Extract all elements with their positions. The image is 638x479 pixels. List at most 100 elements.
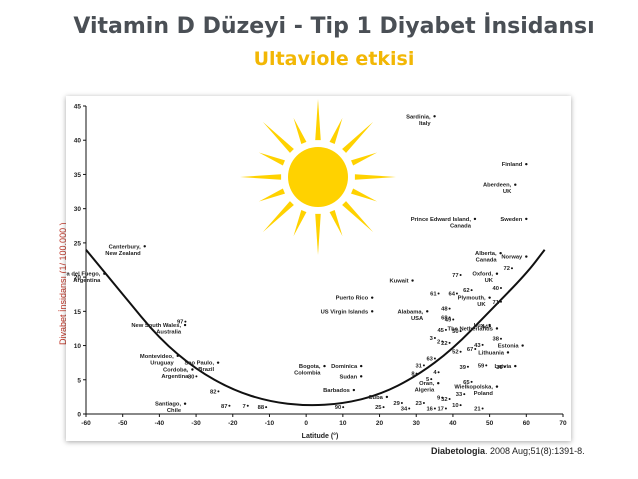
point-label-line: Finland: [502, 162, 523, 168]
numbered-point: 63: [426, 357, 436, 363]
point-marker: [183, 402, 187, 405]
point-label-line: USA: [411, 316, 424, 322]
labeled-point: Aberdeen, UK: [483, 183, 517, 196]
point-number: 8: [411, 372, 415, 378]
point-marker: [499, 287, 502, 290]
citation-details: . 2008 Aug;51(8):1391-8.: [485, 446, 585, 456]
point-marker: [463, 393, 466, 396]
sun-ray: [240, 174, 282, 180]
point-marker: [510, 267, 513, 270]
x-tick-label: 10: [339, 420, 347, 427]
sun-rays: [240, 99, 396, 255]
point-marker: [352, 388, 356, 392]
point-marker: [246, 404, 249, 407]
point-marker: [481, 343, 484, 346]
point-label: Barbados: [323, 388, 350, 394]
point-number: 43: [474, 343, 481, 349]
point-marker: [495, 385, 499, 388]
point-number: 17: [437, 407, 443, 413]
point-label: Latvia: [495, 364, 513, 370]
numbered-point: 34: [401, 407, 411, 413]
labeled-point: New South Wales, Australia: [131, 323, 187, 336]
point-label-line: Puerto Rico: [336, 296, 369, 302]
point-number: 63: [426, 357, 433, 363]
numbered-point: 97: [177, 320, 187, 326]
point-number: 5: [426, 377, 430, 383]
data-points: Sardinia, Italy Finland Aberdeen, UK Prince E…: [54, 114, 528, 414]
point-label-line: Poland: [474, 391, 494, 397]
y-tick-label: 35: [74, 172, 82, 179]
numbered-point: 43: [474, 343, 484, 349]
labeled-point: Lithuania: [478, 350, 510, 356]
sun-ray: [293, 210, 307, 237]
labeled-point: Tierra del Fuego,Argentina: [54, 272, 106, 284]
point-marker: [191, 368, 194, 371]
point-label: Cuba: [368, 395, 383, 401]
sun-ray: [262, 121, 294, 153]
point-number: 72: [504, 266, 510, 272]
point-marker: [433, 115, 436, 118]
x-tick-label: -10: [265, 420, 275, 427]
point-marker: [382, 406, 385, 409]
labeled-point: Puerto Rico: [336, 296, 374, 302]
labeled-point: Latvia: [495, 364, 517, 370]
x-tick-label: 50: [486, 420, 494, 427]
point-number: 29: [393, 401, 400, 407]
point-marker: [323, 364, 326, 368]
numbered-point: 40: [493, 286, 502, 292]
point-marker: [411, 279, 414, 282]
point-number: 34: [401, 407, 408, 413]
point-marker: [525, 162, 528, 166]
point-number: 61: [430, 292, 437, 298]
x-axis-title: Latitude (°): [302, 432, 339, 440]
numbered-point: 80: [188, 374, 198, 380]
numbered-point: 65: [463, 380, 473, 386]
x-tick-label: 70: [559, 420, 567, 427]
page-title: Vitamin D Düzeyi - Tip 1 Diyabet İnsidan…: [73, 14, 595, 39]
point-marker: [448, 316, 451, 319]
point-label: Aberdeen, UK: [483, 183, 512, 196]
labeled-point: Cuba: [368, 395, 389, 401]
point-label: Kuwait: [390, 279, 409, 285]
point-marker: [470, 380, 473, 383]
point-marker: [430, 378, 433, 381]
labeled-point: Prince Edward Island, Canada: [411, 217, 477, 229]
point-number: 36: [496, 365, 503, 371]
point-number: 33: [456, 392, 463, 398]
x-tick-label: 40: [449, 420, 457, 427]
y-tick-label: 25: [74, 240, 82, 247]
labeled-point: Barbados: [323, 388, 356, 394]
point-label-line: Santiago,: [155, 402, 181, 408]
point-marker: [217, 390, 220, 393]
x-tick-label: 30: [413, 420, 421, 427]
labeled-point: Sweden: [500, 217, 528, 223]
labeled-point: Canterbury, New Zealand: [105, 244, 146, 257]
trend-curve: [85, 249, 546, 407]
sun-ray: [351, 188, 378, 202]
point-label-line: Argentina: [73, 278, 101, 284]
point-label-line: Italy: [419, 121, 431, 127]
point-label-line: Wielkopolska,: [454, 385, 493, 391]
labeled-point: Sardinia, Italy: [406, 114, 436, 127]
y-tick-label: 5: [77, 377, 81, 384]
point-number: 71: [493, 300, 500, 306]
point-label-line: Australia: [156, 330, 182, 336]
point-label-line: Oran,: [419, 381, 435, 387]
point-marker: [448, 341, 451, 344]
point-marker: [488, 296, 491, 299]
point-marker: [495, 327, 499, 330]
numbered-point: 29: [393, 401, 403, 407]
point-label: Montevideo, Uruguay: [140, 354, 175, 367]
y-tick-label: 45: [74, 104, 82, 111]
point-number: 40: [493, 286, 499, 292]
numbered-point: 36: [496, 365, 506, 371]
point-label-line: Cuba: [368, 395, 383, 401]
numbered-point: 59: [478, 363, 488, 369]
y-tick-label: 15: [74, 309, 82, 316]
numbered-point: 87: [221, 404, 231, 410]
point-label: Canterbury, New Zealand: [105, 244, 141, 256]
sun-ray: [342, 201, 374, 233]
numbered-point: 2: [437, 339, 444, 345]
sun-ray: [342, 121, 374, 153]
